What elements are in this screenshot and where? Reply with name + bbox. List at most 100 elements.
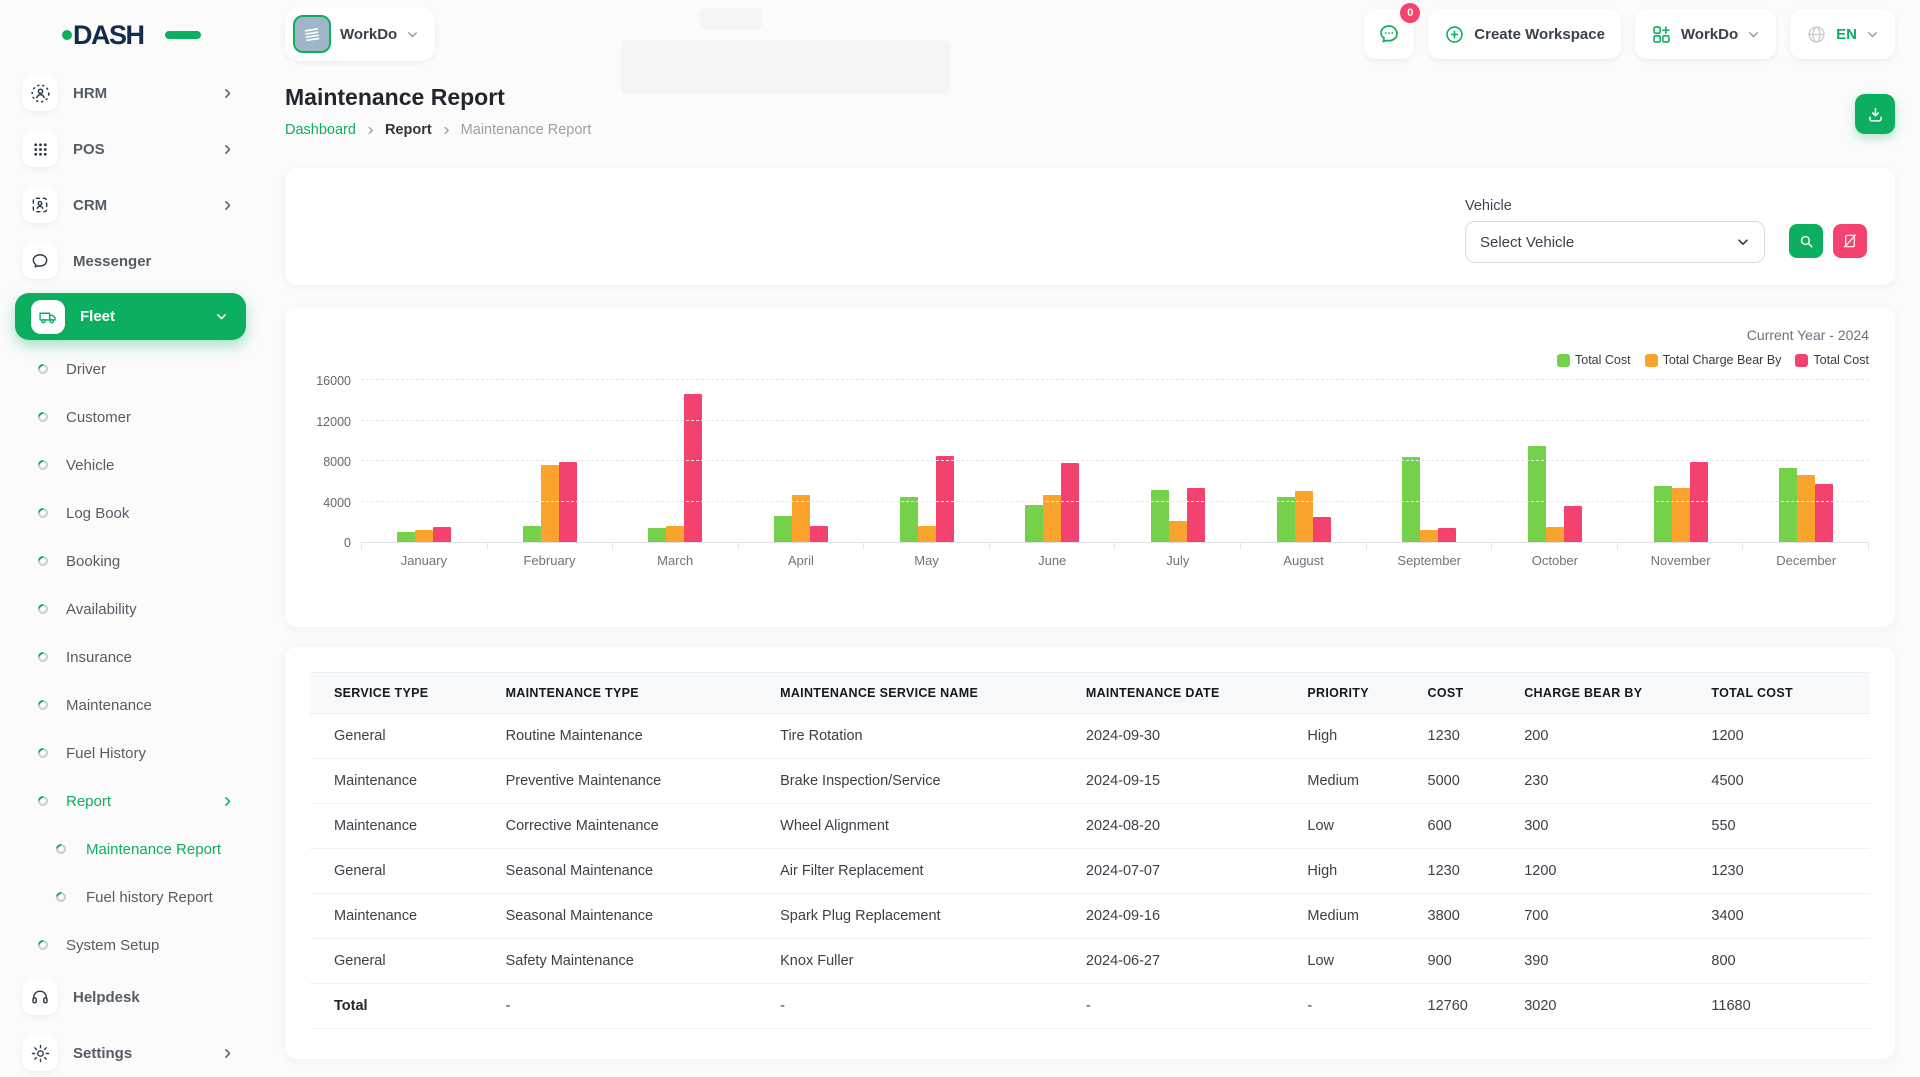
sidebar-item-insurance[interactable]: Insurance bbox=[0, 633, 260, 681]
report-table-card: SERVICE TYPEMAINTENANCE TYPEMAINTENANCE … bbox=[285, 647, 1895, 1059]
chart-bar[interactable] bbox=[684, 394, 702, 542]
y-axis-tick-label: 8000 bbox=[323, 455, 351, 469]
chart-bar[interactable] bbox=[1402, 457, 1420, 542]
sidebar-item-driver[interactable]: Driver bbox=[0, 345, 260, 393]
chart-bar[interactable] bbox=[810, 526, 828, 542]
sidebar-item-pos[interactable]: POS bbox=[0, 121, 260, 177]
x-axis-label: August bbox=[1241, 553, 1367, 568]
chart-bars bbox=[361, 381, 1869, 542]
sidebar-item-system-setup[interactable]: System Setup bbox=[0, 921, 260, 969]
chart-bar[interactable] bbox=[523, 526, 541, 542]
chart-bar[interactable] bbox=[559, 462, 577, 542]
chart-bar[interactable] bbox=[918, 526, 936, 542]
table-cell: 12760 bbox=[1404, 984, 1501, 1029]
chart-bar[interactable] bbox=[792, 495, 810, 542]
table-row: MaintenancePreventive MaintenanceBrake I… bbox=[310, 759, 1870, 804]
sidebar-item-hrm[interactable]: HRM bbox=[0, 65, 260, 121]
create-workspace-button[interactable]: Create Workspace bbox=[1428, 9, 1621, 59]
table-cell: High bbox=[1283, 849, 1403, 894]
table-cell: 5000 bbox=[1404, 759, 1501, 804]
chart-bar[interactable] bbox=[1546, 527, 1564, 542]
vehicle-select[interactable]: Select Vehicle bbox=[1465, 221, 1765, 263]
workdo-menu-button[interactable]: WorkDo bbox=[1635, 9, 1776, 59]
chart-bar[interactable] bbox=[1564, 506, 1582, 543]
chart-bar[interactable] bbox=[1313, 517, 1331, 542]
chart-bar[interactable] bbox=[1779, 468, 1797, 542]
chart-bar[interactable] bbox=[1815, 484, 1833, 542]
sidebar-item-fuel-history[interactable]: Fuel History bbox=[0, 729, 260, 777]
sidebar-item-fleet[interactable]: Fleet bbox=[15, 293, 246, 340]
sidebar-item-booking[interactable]: Booking bbox=[0, 537, 260, 585]
chart-card: Current Year - 2024 Total CostTotal Char… bbox=[285, 307, 1895, 627]
reset-filter-button[interactable] bbox=[1833, 224, 1867, 258]
chart-bar[interactable] bbox=[1025, 505, 1043, 543]
bullet-icon bbox=[36, 794, 50, 808]
workspace-switcher[interactable]: WorkDo bbox=[285, 7, 435, 61]
brand-logo[interactable]: DASH bbox=[0, 0, 260, 64]
clear-filter-icon bbox=[1842, 233, 1858, 249]
sidebar-item-crm[interactable]: CRM bbox=[0, 177, 260, 233]
chart-plot bbox=[361, 381, 1869, 543]
bullet-icon bbox=[36, 602, 50, 616]
table-row: GeneralRoutine MaintenanceTire Rotation2… bbox=[310, 714, 1870, 759]
sidebar-item-label: Messenger bbox=[73, 253, 151, 270]
gridline bbox=[361, 501, 1869, 502]
table-cell: 600 bbox=[1404, 804, 1501, 849]
sidebar-item-vehicle[interactable]: Vehicle bbox=[0, 441, 260, 489]
chart-bar[interactable] bbox=[1654, 486, 1672, 542]
chart-bar[interactable] bbox=[1043, 495, 1061, 542]
legend-item[interactable]: Total Cost bbox=[1557, 353, 1631, 367]
sidebar-item-label: Maintenance bbox=[66, 697, 152, 714]
chevron-down-icon bbox=[1866, 28, 1879, 41]
sidebar-item-settings[interactable]: Settings bbox=[0, 1025, 260, 1077]
chart-legend: Total Cost Total Charge Bear By Total Cost bbox=[1557, 353, 1869, 367]
table-cell: 2024-09-15 bbox=[1062, 759, 1284, 804]
legend-item[interactable]: Total Cost bbox=[1795, 353, 1869, 367]
sidebar-item-availability[interactable]: Availability bbox=[0, 585, 260, 633]
sidebar-menu: HRM POS bbox=[0, 64, 260, 1077]
chart-bar[interactable] bbox=[1277, 497, 1295, 542]
search-button[interactable] bbox=[1789, 224, 1823, 258]
chart-bar[interactable] bbox=[415, 530, 433, 542]
legend-item[interactable]: Total Charge Bear By bbox=[1645, 353, 1782, 367]
chart-bar[interactable] bbox=[1690, 462, 1708, 542]
table-cell: Safety Maintenance bbox=[482, 939, 757, 984]
chart-bar[interactable] bbox=[397, 532, 415, 542]
sidebar-item-maintenance-report[interactable]: Maintenance Report bbox=[0, 825, 260, 873]
sidebar-item-customer[interactable]: Customer bbox=[0, 393, 260, 441]
chart-bar[interactable] bbox=[936, 456, 954, 542]
chart-bar[interactable] bbox=[1295, 491, 1313, 542]
chart-bar[interactable] bbox=[666, 526, 684, 542]
chart-bar[interactable] bbox=[900, 497, 918, 542]
chevron-right-icon bbox=[441, 125, 452, 136]
sidebar-item-report[interactable]: Report bbox=[0, 777, 260, 825]
download-button[interactable] bbox=[1855, 94, 1895, 134]
x-axis-tick bbox=[1492, 543, 1618, 550]
sidebar-item-helpdesk[interactable]: Helpdesk bbox=[0, 969, 260, 1025]
chart-bar-group bbox=[1115, 381, 1241, 542]
sidebar-item-messenger[interactable]: Messenger bbox=[0, 233, 260, 289]
sidebar-item-fuel-history-report[interactable]: Fuel history Report bbox=[0, 873, 260, 921]
chart-bar[interactable] bbox=[1797, 475, 1815, 542]
table-row: MaintenanceCorrective MaintenanceWheel A… bbox=[310, 804, 1870, 849]
breadcrumb-report[interactable]: Report bbox=[385, 122, 432, 138]
chart-bar[interactable] bbox=[1169, 521, 1187, 542]
chart-bar[interactable] bbox=[433, 527, 451, 542]
chart-bar[interactable] bbox=[1420, 530, 1438, 542]
chart-bar[interactable] bbox=[541, 465, 559, 542]
chart-bar[interactable] bbox=[774, 516, 792, 542]
chart-bar[interactable] bbox=[1187, 488, 1205, 542]
sidebar-item-log-book[interactable]: Log Book bbox=[0, 489, 260, 537]
x-axis-label: July bbox=[1115, 553, 1241, 568]
messages-button[interactable]: 0 bbox=[1364, 9, 1414, 59]
chart-bar[interactable] bbox=[1151, 490, 1169, 542]
chart-bar[interactable] bbox=[648, 528, 666, 542]
chart-bar[interactable] bbox=[1672, 488, 1690, 542]
chart-bar[interactable] bbox=[1438, 528, 1456, 542]
chart-bar[interactable] bbox=[1061, 463, 1079, 542]
language-selector[interactable]: EN bbox=[1790, 9, 1895, 59]
sidebar-item-maintenance[interactable]: Maintenance bbox=[0, 681, 260, 729]
table-cell: Routine Maintenance bbox=[482, 714, 757, 759]
breadcrumb-current: Maintenance Report bbox=[461, 122, 592, 138]
breadcrumb-dashboard[interactable]: Dashboard bbox=[285, 122, 356, 138]
